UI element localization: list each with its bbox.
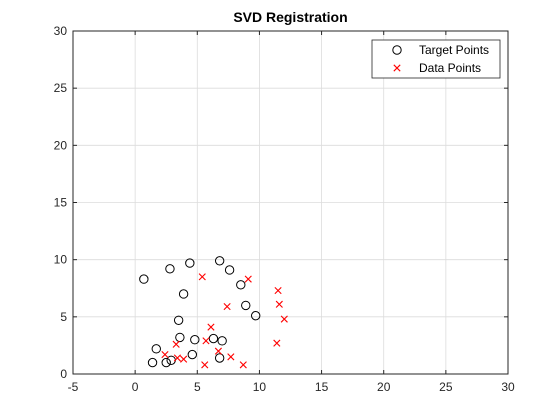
data-point	[274, 286, 282, 295]
target-point	[208, 333, 219, 344]
y-tick-label: 5	[60, 310, 67, 324]
data-point	[273, 339, 281, 347]
target-point	[151, 344, 161, 354]
target-point	[217, 336, 227, 346]
target-point	[187, 349, 198, 360]
target-point	[175, 332, 185, 343]
legend-x-marker	[393, 64, 401, 72]
data-point	[207, 323, 215, 331]
target-point	[251, 310, 261, 321]
legend-marker-data-points	[393, 64, 401, 72]
target-point	[214, 256, 225, 266]
data-point	[180, 355, 188, 363]
target-point	[185, 258, 195, 268]
data-point	[198, 273, 206, 281]
data-point	[172, 340, 180, 348]
data-point	[214, 347, 223, 355]
data-point	[280, 315, 288, 323]
target-point	[161, 357, 171, 368]
legend-circle-marker	[392, 45, 402, 55]
x-tick-label: -5	[68, 380, 79, 394]
legend-label-data-points: Data Points	[419, 61, 481, 75]
data-point	[244, 275, 252, 283]
data-point	[161, 350, 169, 359]
data-point	[227, 353, 235, 361]
y-tick-label: 25	[54, 81, 68, 95]
target-point	[147, 357, 158, 368]
y-tick-label: 0	[60, 367, 67, 381]
target-point	[139, 274, 149, 284]
target-point	[214, 353, 225, 363]
data-point	[275, 300, 283, 308]
target-point	[173, 315, 184, 325]
target-point	[190, 335, 200, 345]
y-tick-label: 10	[54, 253, 68, 267]
y-tick-label: 20	[54, 138, 68, 152]
legend-marker-target-points	[392, 45, 402, 55]
x-tick-label: 5	[194, 380, 201, 394]
x-tick-label: 10	[253, 380, 267, 394]
data-point	[173, 354, 181, 362]
y-tick-label: 30	[54, 24, 68, 38]
legend: Target Points Data Points	[371, 39, 501, 79]
data-point	[223, 302, 231, 311]
legend-label-target-points: Target Points	[419, 43, 489, 57]
legend-box	[371, 39, 501, 79]
x-tick-label: 15	[315, 380, 329, 394]
data-point	[239, 361, 247, 369]
x-tick-label: 25	[439, 380, 453, 394]
target-point	[178, 289, 189, 299]
data-markers	[139, 256, 288, 369]
data-point	[201, 361, 209, 369]
chart-title: SVD Registration	[233, 9, 347, 25]
y-tick-label: 15	[54, 196, 68, 210]
target-point	[224, 265, 235, 275]
target-point	[165, 264, 175, 274]
target-point	[236, 280, 246, 290]
x-tick-label: 30	[501, 380, 515, 394]
x-tick-label: 0	[132, 380, 139, 394]
data-point	[202, 337, 210, 345]
target-point	[241, 300, 251, 311]
x-tick-label: 20	[377, 380, 391, 394]
